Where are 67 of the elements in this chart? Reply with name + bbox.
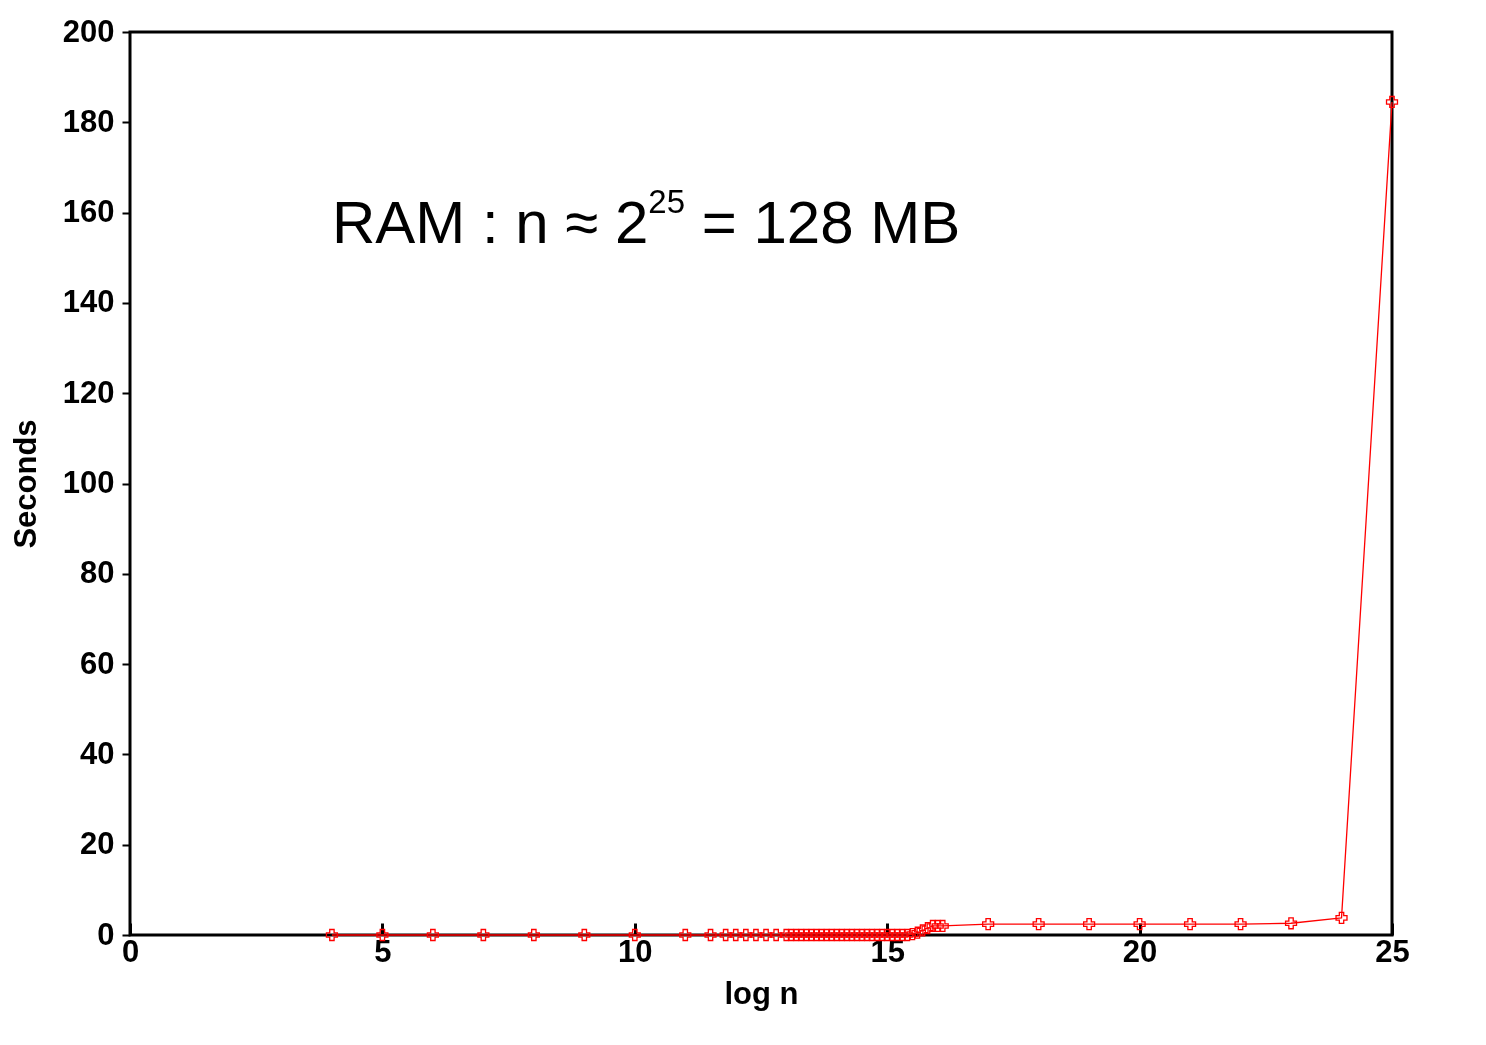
point [477, 928, 490, 942]
point [739, 928, 752, 942]
y-tick-label: 140 [62, 284, 115, 320]
point [845, 928, 858, 942]
point [800, 928, 813, 942]
point [719, 928, 732, 942]
point [578, 928, 591, 942]
point [1032, 918, 1045, 931]
y-tick-label: 40 [80, 735, 115, 771]
y-tick-label: 120 [62, 374, 115, 410]
y-tick-label: 160 [62, 194, 115, 230]
point [840, 928, 853, 942]
point [795, 928, 808, 942]
point [1082, 918, 1096, 931]
point [426, 928, 440, 942]
x-tick-label: 0 [121, 933, 140, 969]
y-tick-label: 180 [62, 103, 115, 139]
point [749, 928, 763, 942]
point [865, 928, 879, 942]
y-tick-label: 80 [80, 555, 115, 591]
point [850, 928, 864, 942]
point [704, 928, 717, 942]
point [1385, 95, 1399, 109]
point [527, 928, 540, 942]
y-tick-label: 200 [62, 13, 115, 49]
point [835, 928, 848, 942]
point [679, 928, 692, 942]
point [759, 928, 773, 942]
point [936, 919, 949, 933]
point [896, 928, 909, 942]
point [810, 928, 823, 942]
point [926, 919, 939, 933]
point [921, 922, 934, 935]
point [1133, 918, 1146, 931]
x-tick-label: 10 [618, 933, 653, 969]
point [870, 928, 884, 942]
point [982, 918, 995, 931]
point [855, 928, 869, 942]
point [1284, 917, 1298, 930]
point [881, 928, 894, 942]
y-tick-label: 100 [62, 465, 115, 500]
point [906, 927, 919, 941]
point [916, 924, 929, 937]
annotation: RAM : n ≈ 2$^{25}$ = 128 MB [332, 183, 961, 257]
point [729, 928, 742, 942]
point [931, 919, 944, 933]
point [911, 926, 924, 939]
point [860, 928, 874, 942]
point [325, 928, 339, 942]
x-axis-title: log n [724, 975, 799, 1011]
point [815, 928, 828, 942]
point [1234, 918, 1247, 931]
x-tick-label: 20 [1122, 933, 1158, 969]
point [825, 928, 838, 942]
x-tick-label: 25 [1375, 933, 1410, 969]
point [1335, 911, 1348, 924]
point [901, 928, 914, 942]
y-tick-label: 20 [80, 826, 115, 862]
point [805, 928, 818, 942]
point [820, 928, 833, 942]
point [830, 928, 843, 942]
point [1183, 918, 1197, 931]
y-axis-title: Seconds [7, 419, 43, 549]
point [876, 928, 889, 942]
y-tick-label: 60 [80, 645, 115, 681]
x-tick-label: 5 [374, 933, 392, 969]
point [770, 928, 783, 942]
